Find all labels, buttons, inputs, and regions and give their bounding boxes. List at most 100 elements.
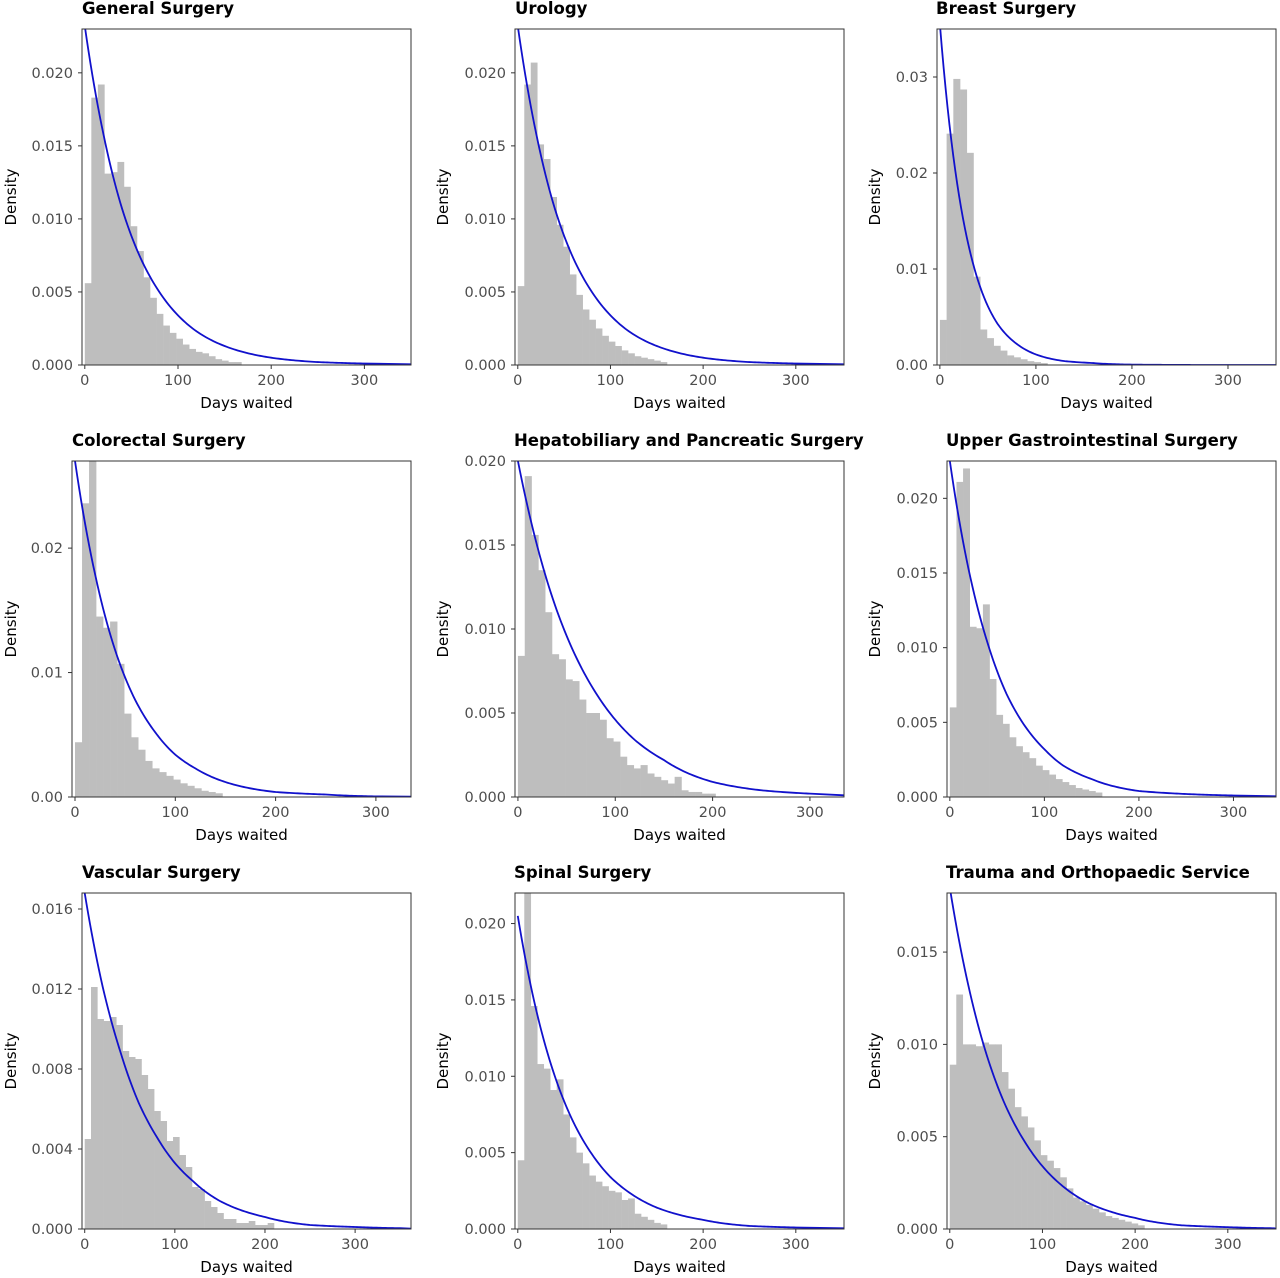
y-axis-title: Density — [434, 168, 452, 225]
histogram-bar — [136, 251, 144, 365]
histogram-bar — [1073, 1197, 1080, 1229]
histogram-bar — [545, 612, 553, 797]
histogram-bar — [969, 626, 977, 797]
histogram-bar — [595, 328, 603, 365]
histogram-bar — [569, 274, 577, 365]
histogram-bar — [221, 360, 229, 365]
y-tick-label: 0.016 — [31, 902, 73, 918]
histogram-bar — [1009, 737, 1017, 797]
histogram-bar — [613, 741, 621, 797]
histogram-bar — [550, 197, 558, 365]
histogram-bar — [75, 742, 83, 797]
chart-title: Spinal Surgery — [514, 863, 652, 882]
histogram-bar — [1088, 791, 1096, 797]
histogram-bar — [128, 1057, 136, 1229]
y-tick-label: 0.010 — [31, 212, 73, 228]
histogram-bar — [634, 1213, 642, 1229]
histogram-bar — [647, 773, 655, 797]
histogram-bar — [524, 476, 532, 797]
y-tick-label: 0.004 — [31, 1142, 73, 1158]
histogram-bar — [84, 283, 92, 365]
histogram-bar — [143, 277, 151, 365]
histogram-bar — [641, 357, 648, 365]
y-tick-label: 0.000 — [464, 1222, 506, 1238]
fitted-density-curve — [517, 29, 844, 365]
histogram-bar — [628, 1198, 635, 1229]
histogram-bar — [602, 335, 609, 365]
y-tick-label: 0.000 — [464, 790, 506, 806]
histogram-bar — [1095, 792, 1103, 797]
y-axis-title: Density — [866, 600, 884, 657]
y-tick-label: 0.01 — [896, 262, 928, 278]
histogram-bar — [1000, 350, 1008, 365]
histogram-bar — [169, 332, 177, 365]
histogram-bar — [1124, 1221, 1132, 1229]
histogram-bar — [960, 89, 968, 365]
histogram-bar — [582, 309, 590, 365]
x-tick-label: 300 — [351, 373, 379, 389]
histogram-bar — [195, 351, 203, 365]
histogram-bar — [517, 286, 525, 365]
plot-frame — [81, 892, 412, 1230]
histogram-bar — [973, 276, 981, 365]
y-tick-label: 0.010 — [464, 1069, 506, 1085]
plot-frame — [514, 28, 845, 366]
y-axis-title: Density — [2, 1032, 20, 1089]
histogram-bar — [654, 776, 662, 797]
histogram-bar — [953, 78, 961, 365]
histogram-bar — [606, 738, 614, 797]
histogram-bar — [110, 621, 118, 797]
x-tick-label: 300 — [1220, 805, 1248, 821]
chart-title: Trauma and Orthopaedic Service — [946, 863, 1250, 882]
histogram-bar — [524, 893, 532, 1229]
histogram-bar — [589, 1175, 596, 1229]
histogram-bar — [103, 627, 111, 797]
histogram-bar — [201, 790, 209, 797]
histogram-bar — [228, 362, 236, 365]
x-tick-label: 100 — [1029, 1237, 1057, 1253]
histogram-bar — [208, 792, 216, 797]
y-axis-title: Density — [2, 600, 20, 657]
histogram-bar — [946, 133, 954, 365]
histogram-bar — [592, 713, 600, 797]
x-tick-label: 0 — [80, 373, 89, 389]
x-tick-label: 300 — [341, 1237, 369, 1253]
y-tick-label: 0.015 — [31, 139, 73, 155]
y-tick-label: 0.020 — [896, 491, 938, 507]
histogram-bar — [660, 362, 668, 365]
histogram-bar — [234, 362, 242, 365]
y-tick-label: 0.020 — [464, 66, 506, 82]
histogram-bar — [517, 1160, 525, 1229]
histogram-bar — [543, 1068, 551, 1229]
y-tick-label: 0.012 — [31, 982, 73, 998]
chart-title: Breast Surgery — [936, 0, 1077, 18]
histogram-bar — [1079, 1201, 1087, 1229]
x-axis-title: Days waited — [633, 394, 725, 412]
histogram-bar — [1040, 1155, 1048, 1229]
histogram-bar — [97, 84, 105, 365]
y-tick-label: 0.015 — [464, 139, 506, 155]
y-tick-label: 0.010 — [464, 622, 506, 638]
histogram-bar — [537, 144, 545, 365]
y-tick-label: 0.020 — [31, 66, 73, 82]
histogram-bar — [634, 356, 642, 365]
histogram-bar — [173, 1137, 180, 1229]
histogram-bar — [661, 780, 669, 797]
histogram-bar — [1082, 789, 1090, 797]
histogram-bar — [956, 481, 964, 797]
histogram-bar — [1027, 361, 1035, 365]
histogram-bar — [130, 226, 138, 365]
histogram-bar — [556, 1079, 564, 1229]
x-tick-label: 100 — [164, 373, 192, 389]
histogram-bar — [982, 604, 990, 797]
histogram-bar — [154, 1111, 161, 1229]
y-tick-label: 0.000 — [31, 1222, 73, 1238]
y-tick-label: 0.005 — [31, 285, 73, 301]
histogram-bar — [1062, 782, 1070, 797]
histogram-bar — [1007, 355, 1015, 365]
